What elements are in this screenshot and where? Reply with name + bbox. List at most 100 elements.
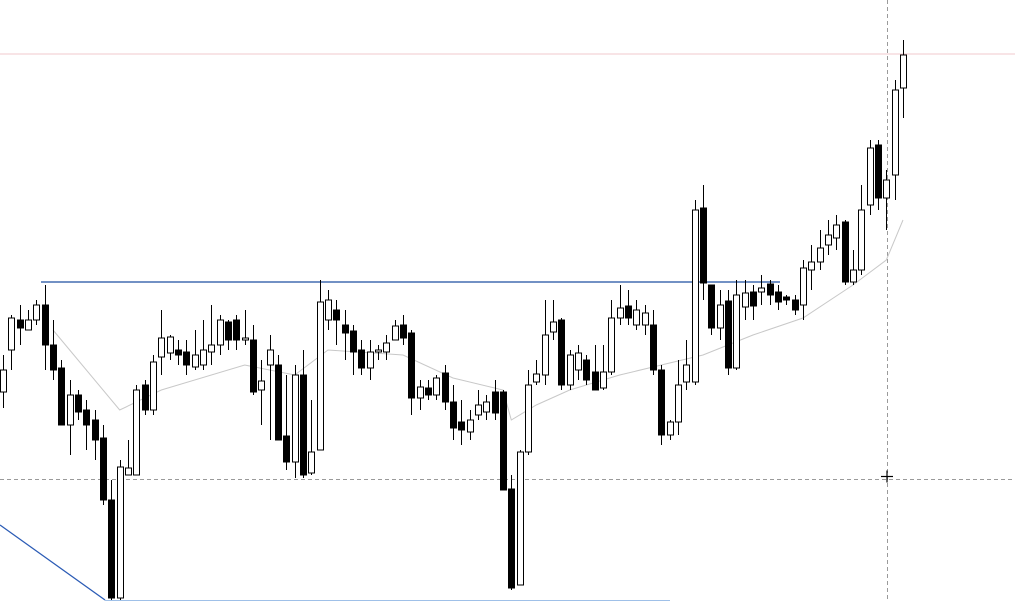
candle-body bbox=[400, 324, 407, 339]
candle-body bbox=[392, 325, 399, 341]
candle-body bbox=[900, 54, 907, 89]
candle-body bbox=[775, 291, 782, 303]
candle-body bbox=[375, 349, 382, 353]
candle-body bbox=[142, 384, 149, 411]
candle-body bbox=[17, 319, 24, 329]
candle-body bbox=[325, 299, 332, 321]
candle-body bbox=[158, 337, 165, 358]
trend-line[interactable] bbox=[0, 524, 106, 601]
candle-body bbox=[617, 307, 624, 319]
candle-body bbox=[892, 89, 899, 176]
candle-body bbox=[733, 294, 740, 369]
candle-body bbox=[442, 372, 449, 403]
candle-body bbox=[800, 267, 807, 306]
candle-body bbox=[183, 351, 190, 366]
candle-body bbox=[417, 386, 424, 399]
candle-body bbox=[542, 334, 549, 376]
candle-body bbox=[217, 319, 224, 346]
candle-body bbox=[425, 387, 432, 396]
candle-body bbox=[517, 451, 524, 586]
candle-body bbox=[292, 374, 299, 463]
candle-body bbox=[50, 344, 57, 371]
candle-body bbox=[767, 283, 774, 296]
candle-body bbox=[458, 421, 465, 431]
candle-body bbox=[867, 147, 874, 206]
candle-body bbox=[67, 394, 74, 426]
candle-body bbox=[350, 330, 357, 353]
candle-body bbox=[475, 404, 482, 416]
candle-body bbox=[758, 287, 765, 293]
candle-body bbox=[283, 435, 290, 463]
candle-body bbox=[42, 304, 49, 346]
candle-body bbox=[433, 377, 440, 396]
candle-body bbox=[25, 319, 32, 331]
candle-body bbox=[625, 305, 632, 319]
candle-body bbox=[133, 389, 140, 476]
candle-body bbox=[242, 337, 249, 341]
candle-body bbox=[683, 364, 690, 383]
candle-body bbox=[100, 437, 107, 501]
candle-body bbox=[275, 364, 282, 441]
candle-body bbox=[725, 300, 732, 369]
candle-body bbox=[575, 352, 582, 371]
candle-body bbox=[300, 374, 307, 476]
candle-body bbox=[358, 349, 365, 369]
candle-body bbox=[200, 349, 207, 366]
candle-body bbox=[717, 304, 724, 329]
candle-body bbox=[483, 401, 490, 413]
candle-body bbox=[525, 384, 532, 453]
candle-body bbox=[550, 321, 557, 333]
candle-body bbox=[700, 207, 707, 284]
candle-body bbox=[883, 179, 890, 199]
candle-body bbox=[317, 301, 324, 451]
candle-body bbox=[367, 351, 374, 369]
candle-body bbox=[750, 291, 757, 307]
candle-body bbox=[842, 221, 849, 283]
candle-body bbox=[583, 359, 590, 381]
candle-body bbox=[83, 409, 90, 426]
candle-body bbox=[225, 321, 232, 341]
candle-body bbox=[0, 369, 7, 393]
candle-body bbox=[825, 234, 832, 246]
candle-body bbox=[33, 304, 40, 321]
candle-body bbox=[533, 373, 540, 383]
candle-body bbox=[92, 419, 99, 441]
candle-body bbox=[58, 367, 65, 426]
candle-body bbox=[450, 401, 457, 429]
candle-body bbox=[817, 247, 824, 263]
candle-body bbox=[250, 339, 257, 393]
candle-body bbox=[608, 317, 615, 373]
candle-body bbox=[833, 224, 840, 239]
candle-body bbox=[308, 451, 315, 474]
candle-body bbox=[858, 209, 865, 271]
candle-body bbox=[667, 421, 674, 436]
candle-body bbox=[633, 309, 640, 326]
candle-body bbox=[342, 324, 349, 334]
crosshair-cursor bbox=[881, 470, 893, 483]
candle-body bbox=[742, 292, 749, 308]
candle-body bbox=[567, 354, 574, 386]
candle-body bbox=[8, 317, 15, 351]
candle-body bbox=[875, 144, 882, 199]
candle-body bbox=[267, 349, 274, 366]
candle-body bbox=[167, 336, 174, 354]
candle-body bbox=[850, 269, 857, 283]
candle-body bbox=[658, 369, 665, 436]
candle-body bbox=[75, 394, 82, 413]
candle-body bbox=[108, 499, 115, 599]
candle-body bbox=[175, 349, 182, 356]
candle-body bbox=[783, 296, 790, 301]
candle-body bbox=[208, 344, 215, 353]
candle-body bbox=[192, 354, 199, 368]
candle-body bbox=[600, 371, 607, 389]
candle-body bbox=[150, 361, 157, 411]
candle-body bbox=[383, 342, 390, 353]
plot-area bbox=[0, 40, 907, 600]
candle-body bbox=[558, 319, 565, 386]
candle-body bbox=[233, 319, 240, 341]
candle-body bbox=[708, 284, 715, 329]
candle-body bbox=[650, 324, 657, 371]
candle-body bbox=[508, 488, 515, 589]
candle-body bbox=[408, 332, 415, 399]
